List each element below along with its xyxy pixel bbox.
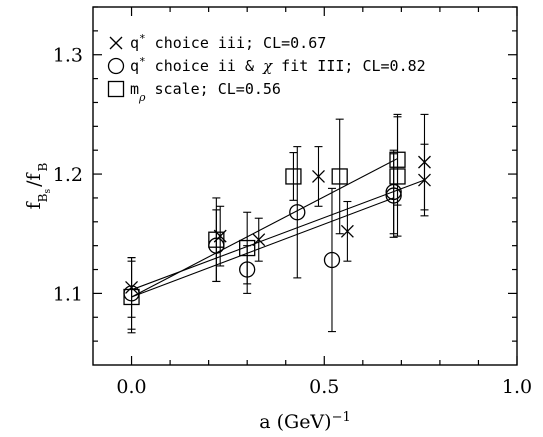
- legend-entry-circle: q* choice ii & χ fit III; CL=0.82: [130, 55, 426, 76]
- point-square: [208, 231, 225, 248]
- x-tick-label: 0.5: [309, 376, 339, 398]
- y-axis-label: fBs/fB: [23, 162, 53, 209]
- square-outline: [208, 231, 225, 248]
- square-outline: [107, 80, 125, 98]
- point-cross: [340, 224, 354, 238]
- square-outline: [389, 168, 406, 185]
- cross-stroke: [109, 36, 123, 50]
- legend-marker-square: [107, 80, 125, 98]
- square-outline: [331, 168, 348, 185]
- y-tick-label: 1.3: [53, 45, 83, 67]
- cross-stroke: [340, 224, 354, 238]
- legend-marker-cross: [109, 36, 123, 50]
- square-outline: [239, 239, 256, 257]
- circle-outline: [289, 204, 306, 221]
- point-square: [331, 168, 348, 185]
- fit-line-square: [131, 158, 398, 298]
- point-circle: [289, 204, 306, 221]
- legend: q* choice iii; CL=0.67 q* choice ii & χ …: [107, 32, 426, 104]
- square-outline: [123, 288, 140, 306]
- legend-symbol-circle: [107, 57, 125, 75]
- legend-entry-square: mρ scale; CL=0.56: [130, 80, 281, 104]
- point-circle: [323, 251, 341, 269]
- fit-line-cross: [131, 179, 425, 291]
- tick-labels: 0.0 0.5 1.0 1.1 1.2 1.3: [53, 45, 532, 398]
- point-square: [285, 168, 302, 185]
- circle-outline: [107, 57, 125, 75]
- point-square: [389, 168, 406, 185]
- cross-stroke: [312, 169, 325, 183]
- point-cross: [418, 173, 431, 187]
- point-cross: [312, 169, 325, 183]
- legend-symbol-cross: [109, 36, 123, 50]
- square-outline: [285, 168, 302, 185]
- point-square: [239, 239, 256, 257]
- x-tick-label: 1.0: [502, 376, 532, 398]
- point-square: [123, 288, 140, 306]
- fit-lines: [131, 158, 425, 298]
- plot-frame: [92, 6, 518, 366]
- legend-marker-circle: [107, 57, 125, 75]
- circle-outline: [323, 251, 341, 269]
- legend-symbol-square: [107, 80, 125, 98]
- x-axis-label: a (GeV)−1: [259, 410, 351, 434]
- x-tick-label: 0.0: [116, 376, 146, 398]
- legend-entry-cross: q* choice iii; CL=0.67: [130, 32, 326, 53]
- y-tick-label: 1.1: [53, 283, 83, 305]
- data-points: [123, 113, 431, 334]
- y-tick-label: 1.2: [53, 164, 83, 186]
- cross-stroke: [418, 173, 431, 187]
- fit-line-circle: [131, 197, 394, 298]
- axis-ticks: [93, 6, 518, 365]
